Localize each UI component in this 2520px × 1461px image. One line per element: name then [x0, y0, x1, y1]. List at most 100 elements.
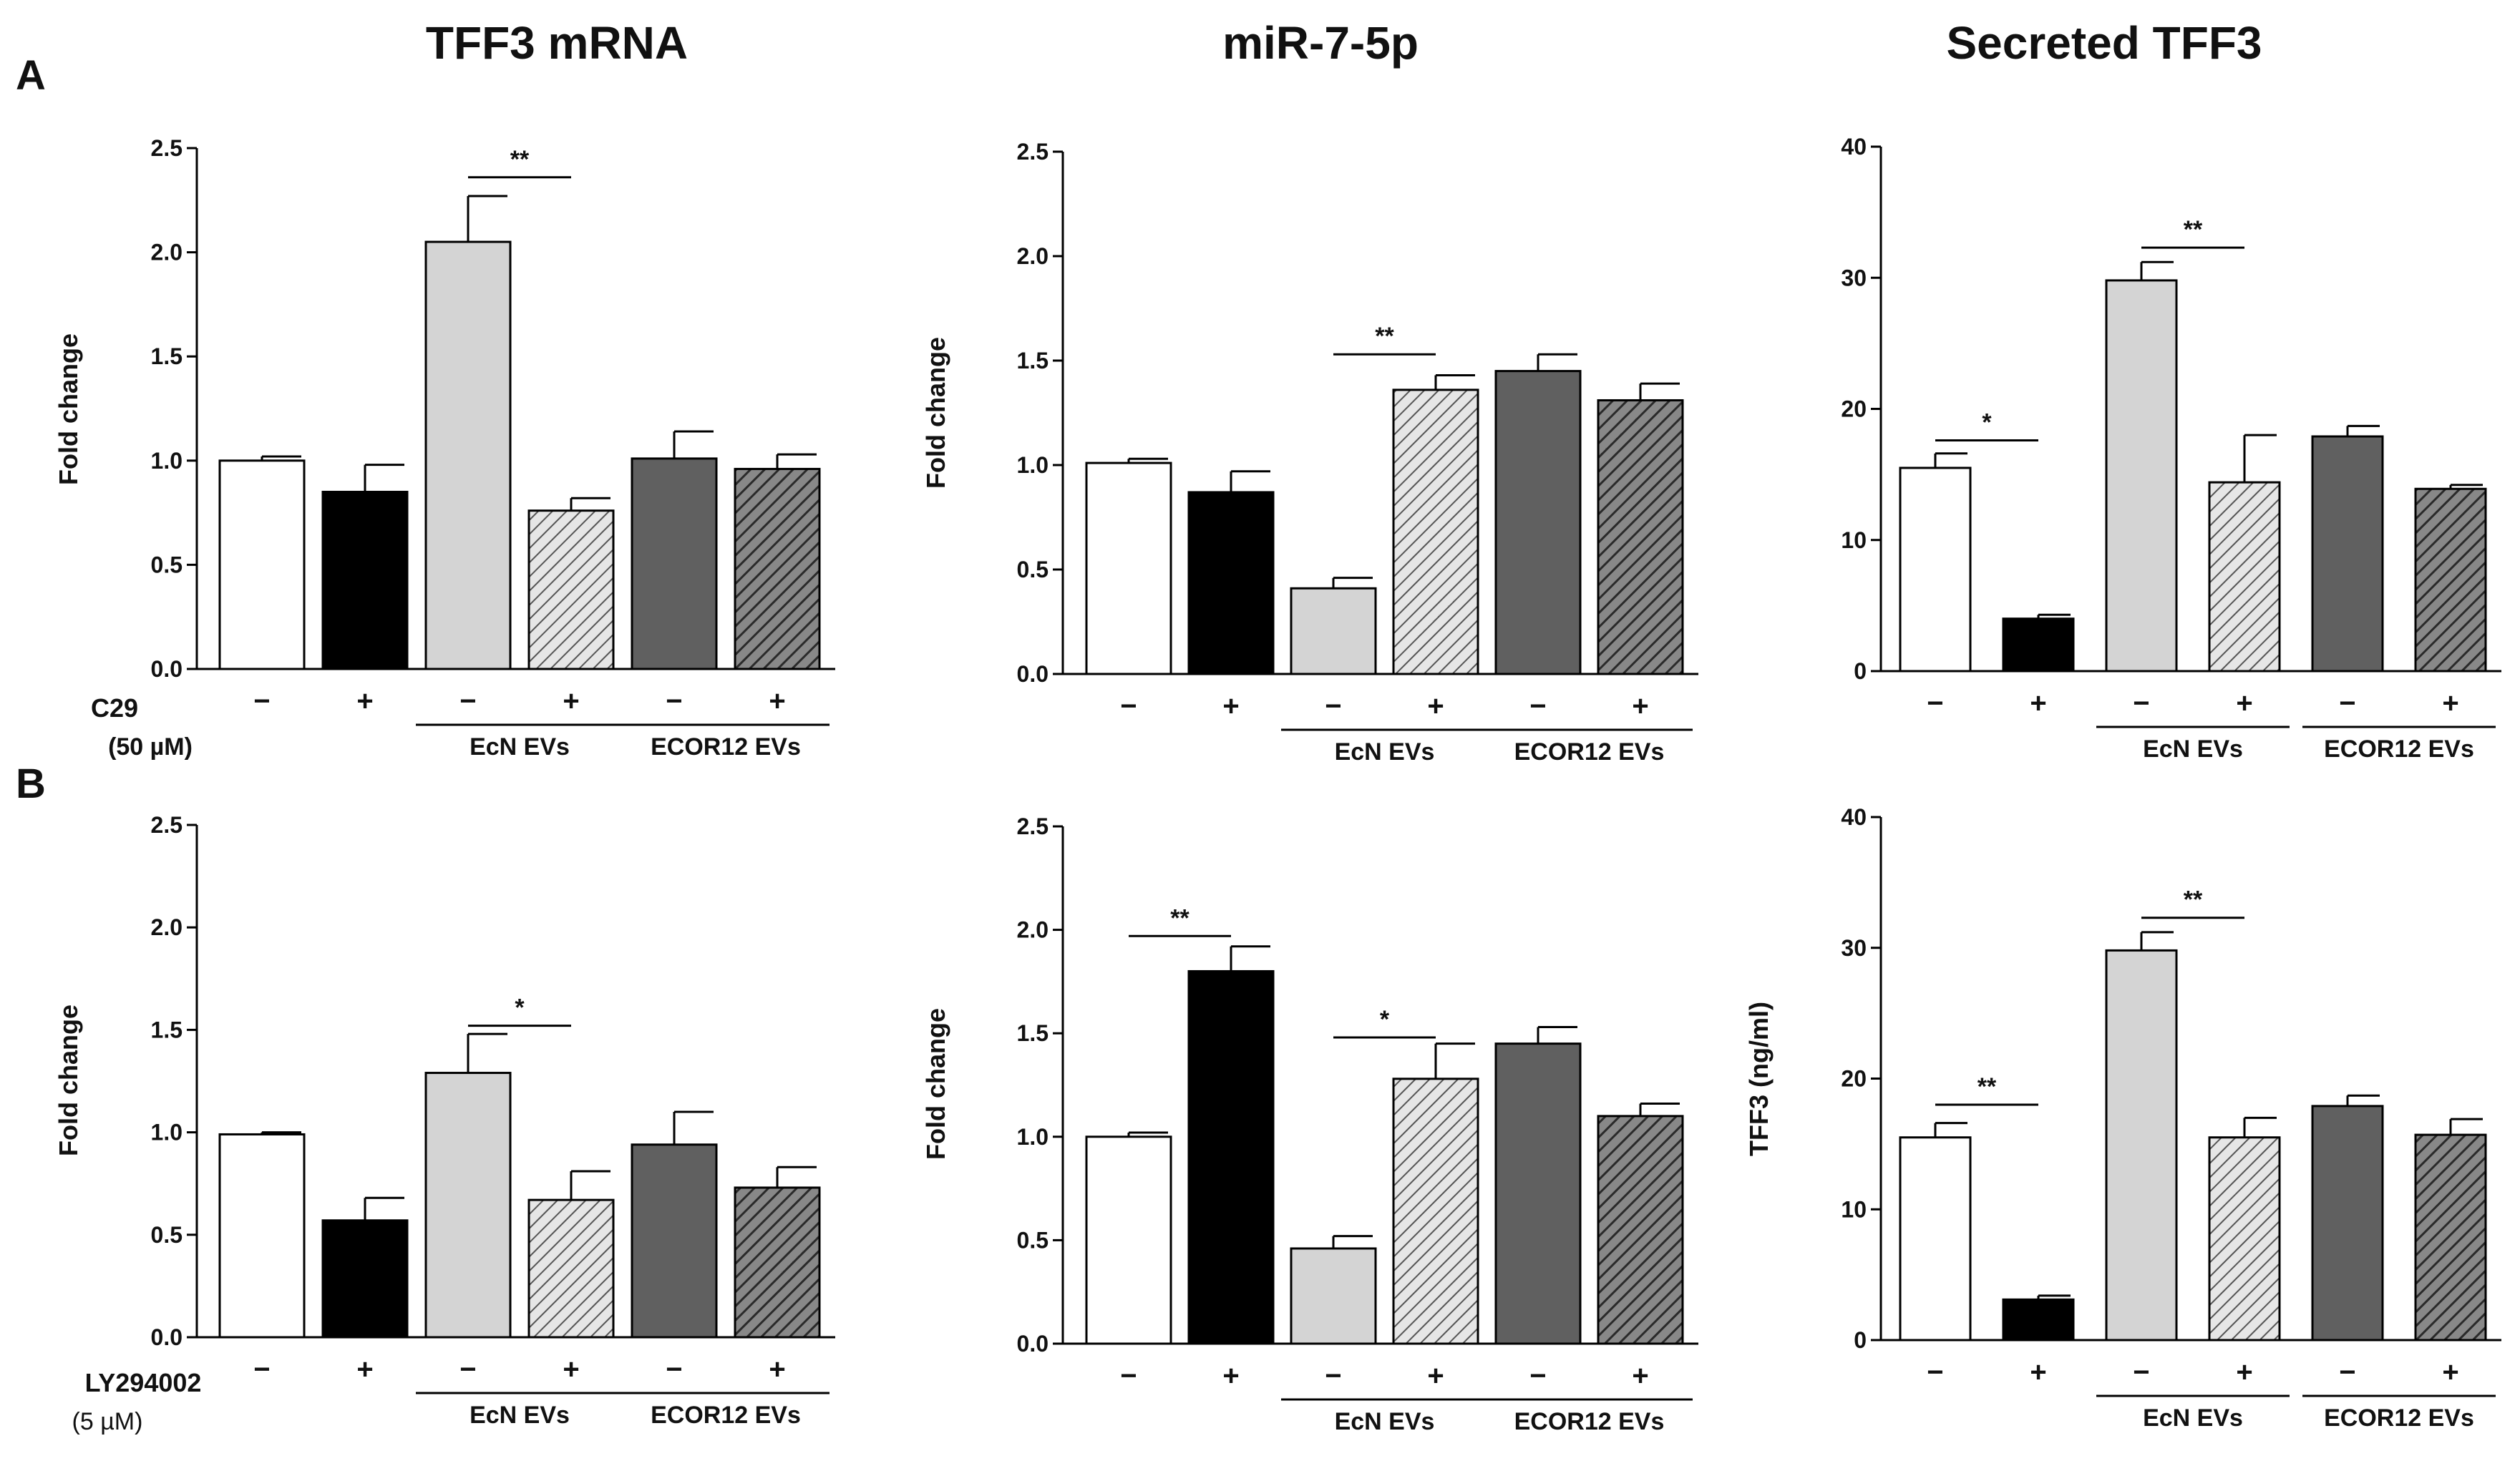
group-label: ECOR12 EVs [651, 733, 801, 761]
y-tick-label: 2.0 [1017, 917, 1049, 943]
bar [1597, 399, 1684, 675]
treatment-label: + [1632, 690, 1648, 722]
y-axis-label: Fold change [921, 337, 950, 489]
treatment-label: + [2236, 1357, 2252, 1388]
bar [2208, 481, 2281, 673]
treatment-label: − [2133, 1357, 2149, 1388]
y-tick-label: 0.0 [1017, 1331, 1049, 1357]
y-tick-label: 1.5 [151, 343, 183, 369]
significance-label: ** [1977, 1073, 1997, 1100]
bar [1494, 1042, 1582, 1345]
treatment-label: − [1120, 690, 1137, 722]
treatment-label: + [1427, 690, 1444, 722]
column-title-tff3-mrna: TFF3 mRNA [426, 17, 688, 69]
y-tick-label: 0 [1854, 658, 1867, 684]
treatment-label: + [769, 685, 785, 717]
treatment-label: + [356, 1354, 373, 1385]
bar [1494, 370, 1582, 675]
bar [1899, 1136, 1972, 1342]
row-a-control-unit: (50 µM) [108, 733, 193, 761]
bar [2311, 435, 2384, 673]
y-tick-label: 10 [1841, 527, 1867, 553]
y-tick-label: 0.5 [1017, 557, 1049, 582]
significance-label: * [515, 995, 525, 1022]
bar [1392, 1078, 1479, 1345]
row-b-control-unit: (5 µM) [72, 1408, 143, 1435]
y-tick-label: 1.0 [1017, 1124, 1049, 1150]
bar [1187, 491, 1275, 675]
y-tick-label: 2.0 [151, 240, 183, 265]
y-tick-label: 0 [1854, 1327, 1867, 1353]
treatment-label: − [2133, 688, 2149, 719]
bar [2002, 1298, 2075, 1342]
treatment-label: + [1427, 1360, 1444, 1392]
treatment-label: − [459, 1354, 476, 1385]
bar [527, 1198, 615, 1339]
y-tick-label: 0.0 [151, 1324, 183, 1350]
y-tick-label: 20 [1841, 1066, 1867, 1092]
y-tick-label: 2.5 [151, 812, 183, 838]
y-tick-label: 1.5 [1017, 348, 1049, 373]
significance-label: ** [2184, 886, 2203, 914]
y-tick-label: 1.5 [1017, 1020, 1049, 1046]
panel-a-tff3-mrna: Fold change 0.0 0.5 1.0 1.5 2.0 2.5 − + − + − + EcN E… [54, 135, 835, 761]
treatment-label: − [1120, 1360, 1137, 1392]
treatment-label: + [2030, 688, 2046, 719]
panel-b-tff3-mrna: Fold change 0.0 0.5 1.0 1.5 2.0 2.5 − + − + − + EcN E… [54, 812, 835, 1429]
bar [1187, 969, 1275, 1345]
y-tick-label: 0.0 [1017, 661, 1049, 687]
bar [1899, 466, 1972, 673]
treatment-label: − [666, 1354, 682, 1385]
y-tick-label: 0.5 [151, 1222, 183, 1248]
bar [218, 459, 306, 670]
row-label-b: B [16, 761, 46, 807]
treatment-label: − [253, 1354, 270, 1385]
treatment-label: − [1529, 1360, 1546, 1392]
bar [631, 457, 718, 670]
column-title-secreted-tff3: Secreted TFF3 [1946, 17, 2262, 69]
y-tick-label: 1.5 [151, 1017, 183, 1042]
column-title-mir-7-5p: miR-7-5p [1222, 17, 1419, 69]
group-label: ECOR12 EVs [2324, 1404, 2474, 1432]
treatment-label: + [563, 1354, 579, 1385]
group-label: EcN EVs [1335, 738, 1435, 766]
group-label: ECOR12 EVs [1514, 738, 1665, 766]
treatment-label: + [1222, 690, 1239, 722]
significance-label: * [1982, 409, 1992, 436]
bar [2414, 1133, 2487, 1342]
significance-label: ** [2184, 216, 2203, 243]
bar [1290, 1247, 1377, 1345]
y-axis-label: TFF3 (ng/ml) [1744, 1002, 1774, 1156]
bar [2311, 1105, 2384, 1342]
group-label: ECOR12 EVs [651, 1402, 801, 1429]
y-tick-label: 30 [1841, 935, 1867, 961]
y-axis-label: Fold change [54, 1005, 83, 1156]
y-tick-label: 0.5 [1017, 1227, 1049, 1253]
panel-b-secreted-tff3: TFF3 (ng/ml) 0 10 20 30 40 − + − + − + EcN EVs ECOR12… [1744, 804, 2501, 1432]
y-tick-label: 40 [1841, 804, 1867, 830]
treatment-label: − [1325, 1360, 1341, 1392]
y-tick-label: 1.0 [151, 448, 183, 474]
bar [1597, 1115, 1684, 1345]
significance-label: ** [1375, 323, 1394, 350]
y-tick-label: 0.5 [151, 552, 183, 577]
bar [2414, 487, 2487, 673]
significance-label: ** [510, 146, 530, 173]
group-label: EcN EVs [1335, 1408, 1435, 1435]
panel-b-mir-7-5p: Fold change 0.0 0.5 1.0 1.5 2.0 2.5 − + − + − + EcN E… [921, 813, 1698, 1435]
y-axis-label: Fold change [54, 333, 83, 485]
treatment-label: + [2030, 1357, 2046, 1388]
y-tick-label: 2.0 [1017, 243, 1049, 269]
bar [321, 490, 409, 670]
group-label: EcN EVs [470, 733, 570, 761]
y-tick-label: 2.5 [151, 135, 183, 161]
y-tick-label: 1.0 [1017, 452, 1049, 478]
treatment-label: + [2442, 688, 2458, 719]
group-label: ECOR12 EVs [1514, 1408, 1665, 1435]
bar [2105, 949, 2178, 1342]
bar [1392, 389, 1479, 675]
y-tick-label: 10 [1841, 1196, 1867, 1222]
treatment-label: + [1632, 1360, 1648, 1392]
